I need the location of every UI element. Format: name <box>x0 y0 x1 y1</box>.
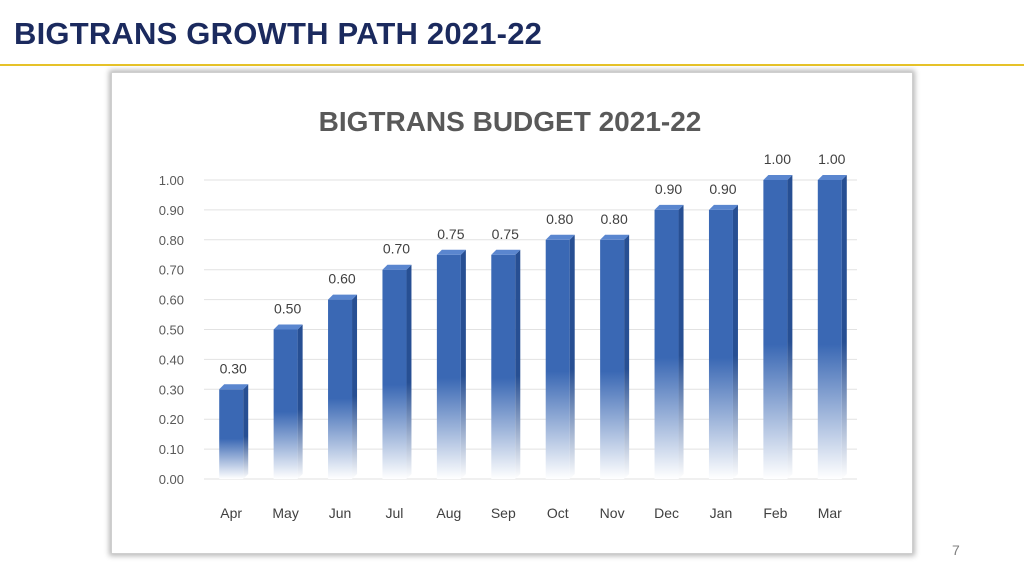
x-tick-label: Dec <box>654 505 679 521</box>
bar-side <box>787 175 793 479</box>
bar-side <box>352 294 358 479</box>
bar-may <box>273 324 303 479</box>
data-label: 0.75 <box>437 226 464 242</box>
x-tick-label: Sep <box>491 505 516 521</box>
x-tick-label: Feb <box>763 505 787 521</box>
bar-side <box>841 175 847 479</box>
bar-side <box>515 249 521 479</box>
x-tick-label: Jan <box>710 505 733 521</box>
bar-top <box>654 204 684 210</box>
bar-front <box>436 254 461 479</box>
bar-side <box>569 234 575 479</box>
data-label: 1.00 <box>818 151 845 167</box>
x-tick-label: Nov <box>600 505 625 521</box>
data-label: 1.00 <box>764 151 791 167</box>
x-tick-label: Jun <box>329 505 352 521</box>
bar-front <box>654 209 679 479</box>
data-labels: 0.30 0.50 0.60 0.70 0.75 0.75 0.80 0.80 0.90 0.90… <box>220 151 846 376</box>
x-tick-label: Aug <box>436 505 461 521</box>
bar-front <box>219 389 244 479</box>
x-tick-label: Apr <box>220 505 242 521</box>
bar-front <box>763 180 788 479</box>
y-tick-label: 0.50 <box>159 323 184 338</box>
data-label: 0.60 <box>328 271 355 287</box>
data-label: 0.50 <box>274 301 301 317</box>
slide-title: BIGTRANS GROWTH PATH 2021-22 <box>14 16 543 51</box>
x-tick-label: Mar <box>818 505 842 521</box>
bar-sep <box>491 249 521 479</box>
bar-top <box>763 175 793 180</box>
y-tick-label: 0.30 <box>159 382 184 397</box>
bar-feb <box>763 175 793 479</box>
y-axis: 0.00 0.10 0.20 0.30 0.40 0.50 0.60 0.70 0.80 0.90… <box>159 173 184 487</box>
bar-top <box>708 204 738 210</box>
bar-top <box>436 249 466 255</box>
data-label: 0.30 <box>220 360 247 376</box>
bar-top <box>219 384 249 390</box>
bar-front <box>600 239 625 479</box>
bar-mar <box>817 175 847 479</box>
bar-dec <box>654 204 684 479</box>
bar-oct <box>545 234 575 479</box>
bar-top <box>817 175 847 180</box>
bar-apr <box>219 384 249 479</box>
bar-aug <box>436 249 466 479</box>
data-label: 0.70 <box>383 241 410 257</box>
data-label: 0.90 <box>655 181 682 197</box>
data-label: 0.75 <box>492 226 519 242</box>
y-tick-label: 0.80 <box>159 233 184 248</box>
y-tick-label: 0.00 <box>159 472 184 487</box>
chart-title: BIGTRANS BUDGET 2021-22 <box>319 106 702 137</box>
budget-bar-chart: BIGTRANS BUDGET 2021-22 0.00 0.10 0.20 0.30… <box>159 106 857 521</box>
bar-jan <box>708 204 738 479</box>
bar-top <box>328 294 358 300</box>
chart-frame: BIGTRANS BUDGET 2021-22 0.00 0.10 0.20 0.30… <box>111 72 913 554</box>
y-tick-label: 0.70 <box>159 263 184 278</box>
bar-front <box>491 254 516 479</box>
bar-side <box>406 264 412 479</box>
y-tick-label: 0.20 <box>159 412 184 427</box>
x-axis: Apr May Jun Jul Aug Sep Oct Nov Dec Jan Feb Mar <box>220 505 842 521</box>
y-tick-label: 0.40 <box>159 352 184 367</box>
bar-jun <box>328 294 358 479</box>
bar-jul <box>382 264 412 479</box>
bar-front <box>328 299 353 479</box>
bar-front <box>382 269 407 479</box>
bar-side <box>243 384 249 479</box>
y-tick-label: 0.90 <box>159 203 184 218</box>
data-label: 0.80 <box>546 211 573 227</box>
y-tick-label: 1.00 <box>159 173 184 188</box>
bar-side <box>297 324 303 479</box>
bar-front <box>817 180 842 479</box>
page-number: 7 <box>952 542 960 558</box>
y-tick-label: 0.10 <box>159 442 184 457</box>
data-label: 0.80 <box>601 211 628 227</box>
bar-front <box>273 329 298 479</box>
bar-top <box>273 324 303 330</box>
bar-side <box>624 234 630 479</box>
data-label: 0.90 <box>709 181 736 197</box>
bar-top <box>600 234 630 240</box>
bar-front <box>545 239 570 479</box>
y-tick-label: 0.60 <box>159 293 184 308</box>
bar-nov <box>600 234 630 479</box>
bar-side <box>460 249 466 479</box>
x-tick-label: May <box>272 505 298 521</box>
x-tick-label: Oct <box>547 505 569 521</box>
bar-top <box>545 234 575 240</box>
bar-top <box>491 249 521 255</box>
bar-side <box>732 204 738 479</box>
x-tick-label: Jul <box>386 505 404 521</box>
grid-lines <box>204 179 857 480</box>
title-divider <box>0 64 1024 66</box>
bar-front <box>708 209 733 479</box>
bars <box>219 175 847 479</box>
bar-side <box>678 204 684 479</box>
bar-top <box>382 264 412 270</box>
